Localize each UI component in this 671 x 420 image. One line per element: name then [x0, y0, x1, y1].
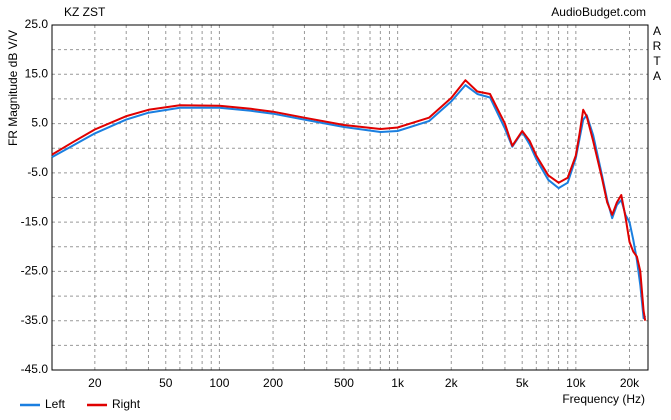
y-tick-label: -35.0: [21, 313, 49, 327]
x-tick-label: 5k: [516, 376, 530, 390]
x-tick-label: 500: [334, 376, 354, 390]
x-tick-label: 20k: [620, 376, 640, 390]
x-tick-label: 1k: [391, 376, 405, 390]
x-tick-label: 20: [88, 376, 102, 390]
y-tick-label: -45.0: [21, 362, 49, 376]
x-tick-label: 10k: [566, 376, 586, 390]
x-tick-label: 200: [263, 376, 283, 390]
y-tick-label: 5.0: [31, 116, 48, 130]
y-tick-label: -5.0: [27, 165, 48, 179]
y-tick-label: -25.0: [21, 264, 49, 278]
y-tick-label: -15.0: [21, 214, 49, 228]
x-tick-label: 2k: [445, 376, 459, 390]
y-tick-label: 15.0: [25, 66, 49, 80]
plot-area: [52, 25, 648, 370]
x-tick-label: 100: [209, 376, 229, 390]
x-axis-label: Frequency (Hz): [562, 392, 645, 406]
chart-title: KZ ZST: [64, 5, 106, 19]
x-tick-label: 50: [159, 376, 173, 390]
y-axis-label: FR Magnitude dB V/V: [6, 30, 20, 146]
legend-label: Left: [45, 397, 66, 411]
chart-subtitle: AudioBudget.com: [551, 5, 646, 19]
line-series: [51, 79, 647, 321]
y-tick-label: 25.0: [25, 17, 49, 31]
plot-frame: [51, 24, 649, 371]
legend-label: Right: [112, 397, 141, 411]
